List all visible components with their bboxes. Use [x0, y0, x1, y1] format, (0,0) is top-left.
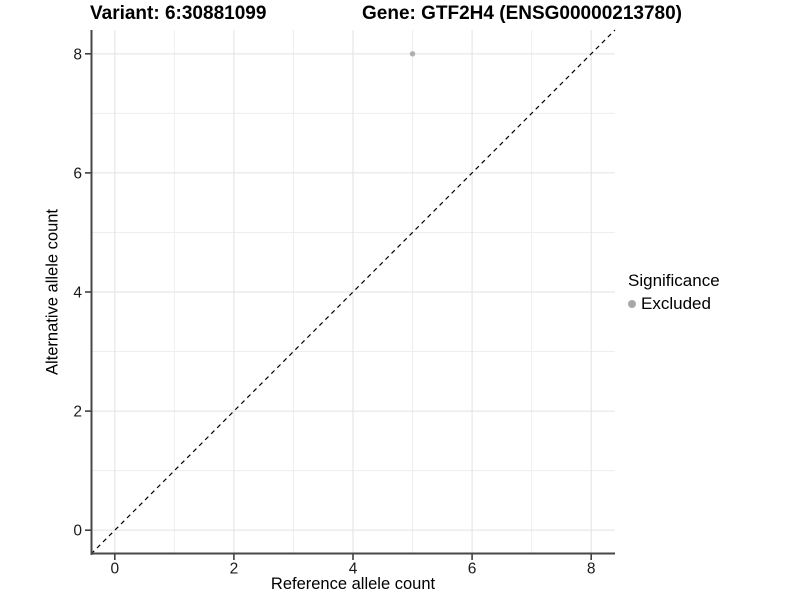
x-tick-label: 6: [468, 561, 477, 578]
x-tick-label: 2: [230, 561, 239, 578]
y-tick-label: 4: [73, 285, 82, 302]
legend-item-label: Excluded: [641, 294, 711, 313]
y-axis-title: Alternative allele count: [43, 208, 62, 376]
variant-title: Variant: 6:30881099: [90, 3, 267, 24]
y-tick-label: 6: [73, 165, 82, 182]
y-tick-label: 0: [73, 523, 82, 540]
x-tick-label: 4: [349, 561, 358, 578]
y-tick-label: 8: [73, 46, 82, 63]
legend: Significance Excluded: [628, 271, 720, 314]
x-tick-label: 8: [587, 561, 596, 578]
data-point: [409, 51, 416, 57]
legend-title: Significance: [628, 271, 720, 290]
excluded-point-icon: [628, 300, 636, 308]
gene-title: Gene: GTF2H4 (ENSG00000213780): [362, 3, 682, 24]
x-axis-title: Reference allele count: [270, 575, 436, 593]
y-tick-label: 2: [73, 404, 82, 421]
x-tick-label: 0: [111, 561, 120, 578]
legend-item-excluded: Excluded: [628, 294, 720, 314]
